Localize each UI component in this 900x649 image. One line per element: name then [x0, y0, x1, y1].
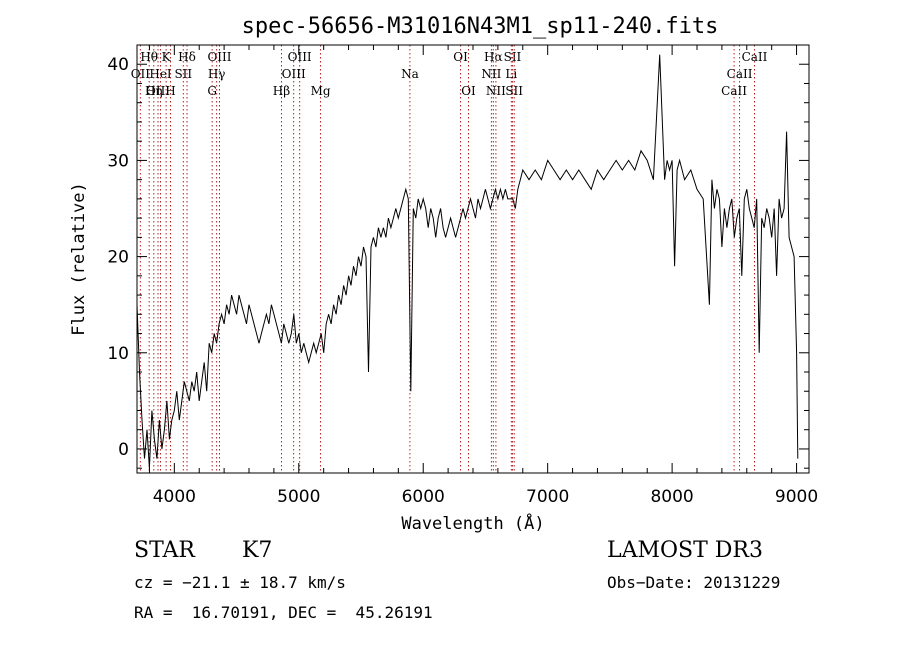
marker-label: Hδ	[178, 50, 196, 64]
spectrum-series	[136, 54, 799, 469]
y-axis-label: Flux (relative)	[69, 182, 89, 336]
x-axis-label: Wavelength (Å)	[401, 512, 544, 534]
x-tick-label: 6000	[402, 487, 445, 507]
y-tick-label: 30	[107, 151, 129, 171]
plot-frame	[136, 44, 810, 474]
marker-label: Mg	[311, 84, 331, 98]
marker-label: CaII	[742, 50, 768, 64]
marker-label: OII	[131, 67, 151, 81]
marker-label: Li	[505, 67, 517, 81]
chart-title: spec-56656-M31016N43M1_sp11-240.fits	[242, 14, 719, 39]
y-tick-label: 40	[107, 55, 129, 75]
marker-label: Hγ	[208, 67, 226, 81]
marker-label: K	[162, 50, 172, 64]
marker-label: Na	[401, 67, 419, 81]
marker-label: H	[165, 84, 175, 98]
marker-label: Hα	[484, 50, 503, 64]
marker-label: OIII	[207, 50, 231, 64]
y-axis: 0 10 20 30 40	[107, 44, 809, 469]
marker-label: G	[207, 84, 217, 98]
x-tick-label: 5000	[277, 487, 320, 507]
velocity: cz = −21.1 ± 18.7 km/s	[134, 573, 346, 592]
y-tick-label: 20	[107, 248, 129, 268]
spectral-line-markers: Hθ OII OIII K HeI Hη H SII Hδ OIII Hγ G Hβ OIII OIII Mg…	[131, 45, 768, 473]
marker-label: OI	[461, 84, 476, 98]
y-tick-label: 0	[118, 440, 129, 460]
obs-date: Obs−Date: 20131229	[607, 573, 781, 592]
coordinates: RA = 16.70191, DEC = 45.26191	[134, 603, 433, 622]
y-tick-label: 10	[107, 344, 129, 364]
marker-label: OI	[453, 50, 468, 64]
marker-label: OIII	[282, 67, 306, 81]
marker-label: Hθ	[140, 50, 158, 64]
marker-label: Hη	[145, 84, 163, 98]
marker-label: CaII	[721, 84, 747, 98]
x-tick-label: 7000	[526, 487, 569, 507]
marker-label: OIII	[288, 50, 312, 64]
marker-label: Hβ	[273, 84, 290, 98]
x-tick-label: 4000	[153, 487, 196, 507]
marker-label: OIII	[146, 84, 170, 98]
x-tick-label: 9000	[775, 487, 818, 507]
marker-label: SII	[505, 84, 523, 98]
x-tick-label: 8000	[650, 487, 693, 507]
marker-label: NII	[486, 84, 506, 98]
object-class: STAR	[134, 538, 195, 563]
marker-label: HeI	[149, 67, 172, 81]
x-axis: 4000 5000 6000 7000 8000 9000	[148, 45, 818, 507]
marker-label: NII	[481, 67, 501, 81]
marker-label: CaII	[727, 67, 753, 81]
spectrum-line	[136, 54, 799, 469]
survey-name: LAMOST DR3	[607, 538, 763, 563]
subclass: K7	[242, 538, 273, 563]
marker-label: SII	[174, 67, 192, 81]
marker-label: SII	[504, 50, 522, 64]
